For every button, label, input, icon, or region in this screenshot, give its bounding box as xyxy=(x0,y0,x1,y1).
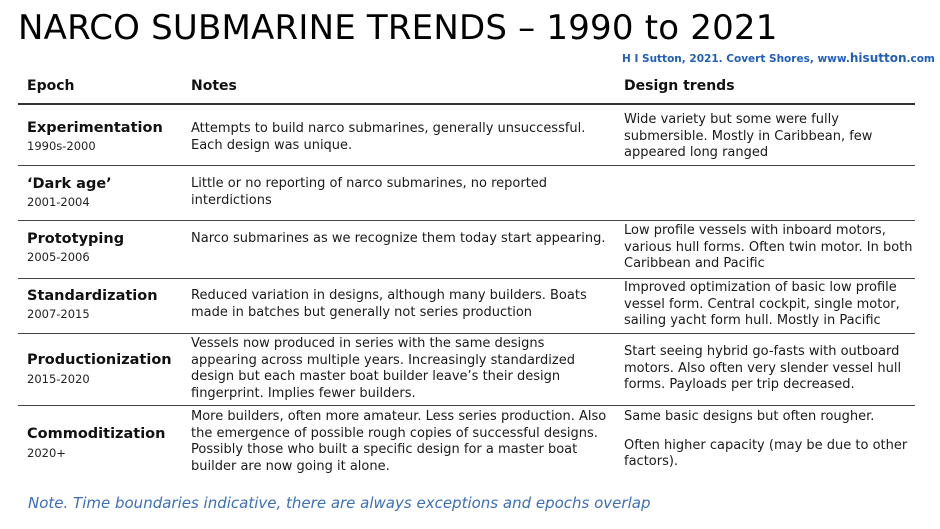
credit-text: H I Sutton, 2021. Covert Shores, www. xyxy=(622,53,850,65)
trends-cell: Same basic designs but often rougher. Of… xyxy=(624,409,914,471)
notes-cell: Reduced variation in designs, although m… xyxy=(191,288,587,320)
notes-cell: Little or no reporting of narco submarin… xyxy=(191,176,548,208)
row-divider xyxy=(18,333,915,334)
credit-site: hisutton xyxy=(849,51,907,65)
epoch-name: Experimentation xyxy=(27,120,163,136)
row-divider xyxy=(18,165,915,166)
column-header-epoch: Epoch xyxy=(27,78,75,94)
page-title: NARCO SUBMARINE TRENDS – 1990 to 2021 xyxy=(18,8,778,48)
trends-cell: Low profile vessels with inboard motors,… xyxy=(624,223,913,271)
credit-tld: .com xyxy=(906,53,935,65)
epoch-name: Productionization xyxy=(27,352,172,368)
epoch-name: Prototyping xyxy=(27,231,125,247)
trends-cell: Improved optimization of basic low profi… xyxy=(624,280,900,328)
epoch-years: 1990s-2000 xyxy=(27,139,96,153)
row-divider xyxy=(18,405,915,406)
epoch-years: 2005-2006 xyxy=(27,250,90,264)
notes-cell: Attempts to build narco submarines, gene… xyxy=(191,121,586,153)
epoch-name: Commoditization xyxy=(27,426,166,442)
epoch-years: 2020+ xyxy=(27,446,66,460)
trends-cell: Start seeing hybrid go-fasts with outboa… xyxy=(624,344,902,392)
header-divider xyxy=(18,103,915,105)
epoch-name: Standardization xyxy=(27,288,158,304)
epoch-name: ‘Dark age’ xyxy=(27,176,112,192)
notes-cell: More builders, often more amateur. Less … xyxy=(191,409,607,474)
column-header-notes: Notes xyxy=(191,78,237,94)
trends-cell: Wide variety but some were fully submers… xyxy=(624,112,873,160)
epoch-years: 2015-2020 xyxy=(27,372,90,386)
trends-paragraph: Often higher capacity (may be due to oth… xyxy=(624,437,908,470)
notes-cell: Vessels now produced in series with the … xyxy=(191,336,575,401)
epoch-years: 2001-2004 xyxy=(27,195,90,209)
trends-paragraph: Same basic designs but often rougher. xyxy=(624,409,875,424)
notes-cell: Narco submarines as we recognize them to… xyxy=(191,231,606,246)
column-header-trends: Design trends xyxy=(624,78,735,94)
credit-line: H I Sutton, 2021. Covert Shores, www.his… xyxy=(622,51,935,65)
epoch-years: 2007-2015 xyxy=(27,307,90,321)
row-divider xyxy=(18,278,915,279)
row-divider xyxy=(18,220,915,221)
footnote: Note. Time boundaries indicative, there … xyxy=(28,494,651,512)
